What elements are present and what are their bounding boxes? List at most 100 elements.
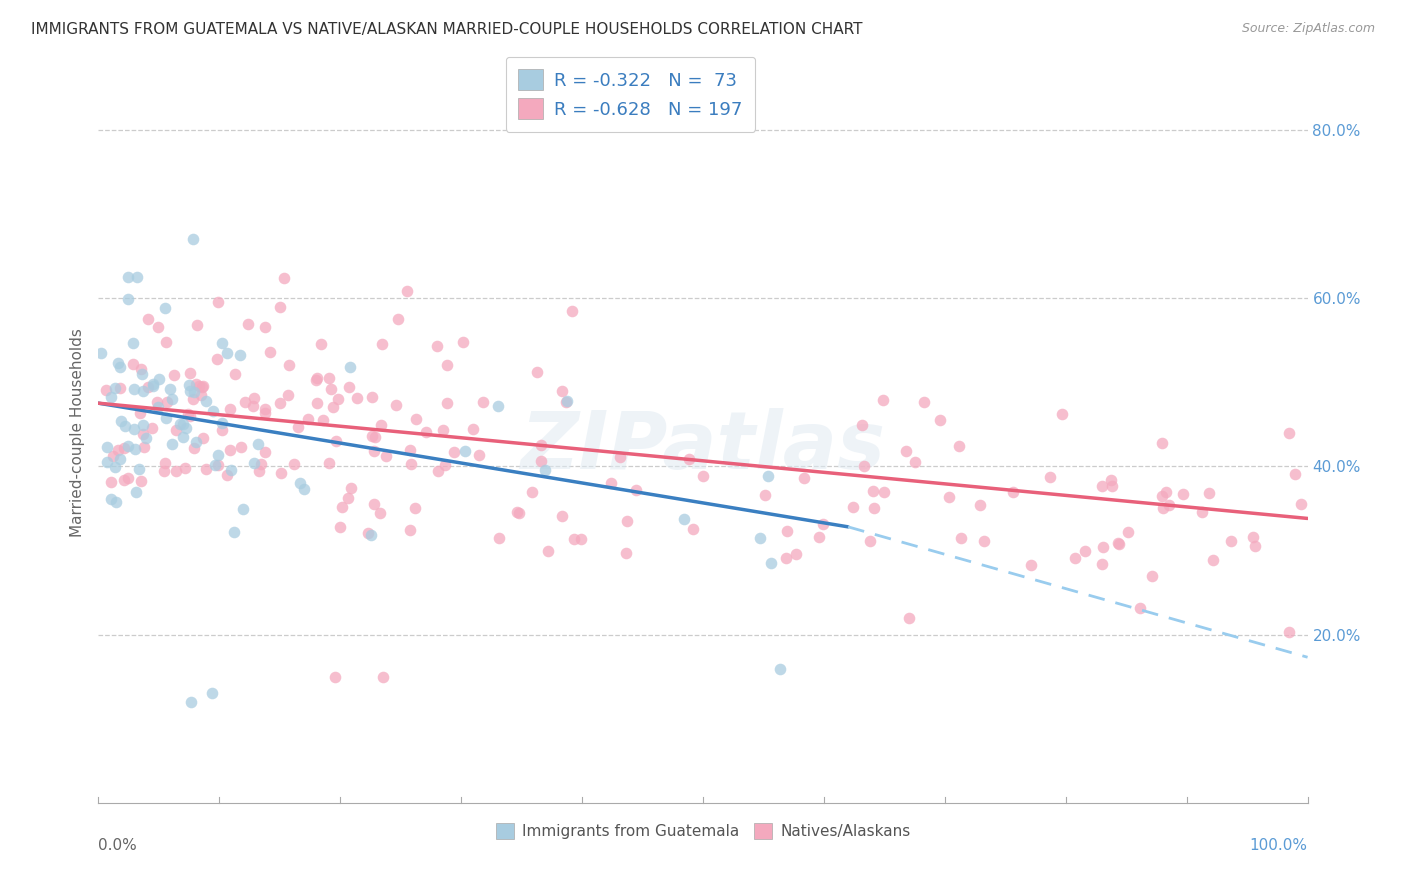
Point	[363, 497, 385, 511]
Point	[228, 348, 250, 362]
Point	[186, 377, 208, 392]
Point	[253, 445, 276, 459]
Point	[1243, 539, 1265, 553]
Point	[159, 382, 181, 396]
Point	[186, 318, 208, 333]
Point	[205, 351, 228, 366]
Point	[387, 312, 409, 326]
Point	[1118, 525, 1140, 540]
Point	[1278, 625, 1301, 640]
Point	[399, 458, 422, 472]
Point	[114, 418, 136, 433]
Point	[323, 670, 346, 684]
Point	[107, 442, 129, 457]
Point	[211, 416, 233, 430]
Point	[508, 506, 530, 520]
Point	[277, 358, 299, 372]
Point	[142, 377, 165, 392]
Point	[851, 417, 873, 432]
Point	[1039, 469, 1062, 483]
Point	[370, 417, 392, 432]
Point	[1091, 540, 1114, 554]
Point	[215, 345, 238, 359]
Point	[432, 423, 454, 437]
Point	[179, 409, 201, 423]
Point	[1128, 600, 1150, 615]
Point	[96, 440, 118, 454]
Point	[842, 500, 865, 514]
Text: 100.0%: 100.0%	[1250, 838, 1308, 854]
Point	[550, 384, 572, 398]
Point	[1107, 536, 1129, 550]
Point	[201, 404, 224, 418]
Point	[426, 339, 449, 353]
Point	[219, 401, 242, 416]
Point	[305, 396, 328, 410]
Point	[207, 458, 229, 472]
Point	[526, 365, 548, 379]
Point	[436, 396, 458, 410]
Point	[853, 459, 876, 474]
Point	[243, 456, 266, 470]
Point	[117, 270, 139, 285]
Point	[146, 395, 169, 409]
Point	[224, 367, 246, 381]
Text: Source: ZipAtlas.com: Source: ZipAtlas.com	[1241, 22, 1375, 36]
Point	[153, 464, 176, 478]
Point	[330, 500, 353, 515]
Point	[242, 400, 264, 414]
Point	[181, 392, 204, 406]
Point	[754, 487, 776, 501]
Point	[136, 312, 159, 326]
Point	[1140, 569, 1163, 583]
Point	[247, 464, 270, 478]
Point	[179, 384, 201, 399]
Point	[233, 394, 256, 409]
Point	[862, 484, 884, 499]
Point	[259, 345, 281, 359]
Point	[328, 392, 350, 406]
Point	[287, 420, 309, 434]
Point	[104, 460, 127, 475]
Point	[1063, 550, 1085, 565]
Text: 0.0%: 0.0%	[98, 838, 138, 854]
Point	[554, 395, 576, 409]
Point	[273, 270, 295, 285]
Point	[305, 373, 328, 387]
Point	[505, 505, 527, 519]
Point	[125, 485, 148, 500]
Point	[283, 457, 305, 471]
Point	[468, 448, 491, 462]
Point	[1154, 485, 1177, 500]
Point	[1021, 558, 1043, 572]
Point	[186, 435, 208, 450]
Point	[311, 337, 333, 351]
Point	[312, 413, 335, 427]
Point	[155, 411, 177, 425]
Point	[250, 457, 273, 471]
Point	[912, 394, 935, 409]
Point	[811, 516, 834, 531]
Point	[117, 439, 139, 453]
Point	[96, 383, 118, 397]
Point	[179, 378, 201, 392]
Point	[1152, 489, 1174, 503]
Point	[247, 437, 270, 451]
Point	[155, 334, 177, 349]
Point	[1289, 497, 1312, 511]
Point	[1198, 486, 1220, 500]
Point	[360, 527, 382, 541]
Point	[96, 455, 118, 469]
Point	[1284, 467, 1306, 482]
Point	[385, 398, 408, 412]
Point	[231, 440, 253, 454]
Point	[132, 417, 155, 432]
Point	[193, 431, 215, 445]
Point	[682, 522, 704, 536]
Point	[160, 392, 183, 407]
Point	[146, 320, 169, 334]
Point	[122, 335, 145, 350]
Point	[148, 371, 170, 385]
Text: ZIPatlas: ZIPatlas	[520, 409, 886, 486]
Point	[872, 392, 894, 407]
